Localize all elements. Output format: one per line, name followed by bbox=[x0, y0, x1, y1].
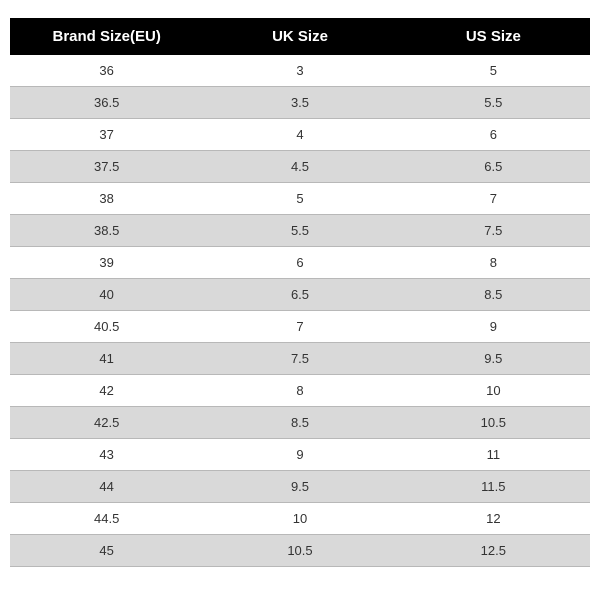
table-cell: 5.5 bbox=[397, 87, 590, 119]
table-cell: 38 bbox=[10, 183, 203, 215]
table-row: 3968 bbox=[10, 247, 590, 279]
table-cell: 6 bbox=[397, 119, 590, 151]
table-row: 3635 bbox=[10, 55, 590, 87]
table-cell: 8.5 bbox=[397, 279, 590, 311]
table-cell: 5 bbox=[203, 183, 396, 215]
table-row: 44.51012 bbox=[10, 503, 590, 535]
table-row: 449.511.5 bbox=[10, 471, 590, 503]
table-cell: 44 bbox=[10, 471, 203, 503]
table-row: 3746 bbox=[10, 119, 590, 151]
table-cell: 4 bbox=[203, 119, 396, 151]
table-cell: 36 bbox=[10, 55, 203, 87]
table-cell: 5.5 bbox=[203, 215, 396, 247]
table-cell: 9 bbox=[203, 439, 396, 471]
table-row: 36.53.55.5 bbox=[10, 87, 590, 119]
table-row: 417.59.5 bbox=[10, 343, 590, 375]
table-cell: 6.5 bbox=[397, 151, 590, 183]
table-cell: 10.5 bbox=[397, 407, 590, 439]
table-cell: 9.5 bbox=[203, 471, 396, 503]
table-cell: 42 bbox=[10, 375, 203, 407]
table-cell: 5 bbox=[397, 55, 590, 87]
table-cell: 45 bbox=[10, 535, 203, 567]
size-chart-table: Brand Size(EU) UK Size US Size 363536.53… bbox=[10, 18, 590, 567]
table-cell: 40.5 bbox=[10, 311, 203, 343]
table-row: 38.55.57.5 bbox=[10, 215, 590, 247]
table-row: 42810 bbox=[10, 375, 590, 407]
table-cell: 37.5 bbox=[10, 151, 203, 183]
table-cell: 37 bbox=[10, 119, 203, 151]
table-cell: 7.5 bbox=[397, 215, 590, 247]
col-header-eu: Brand Size(EU) bbox=[10, 18, 203, 55]
table-cell: 39 bbox=[10, 247, 203, 279]
table-cell: 10 bbox=[397, 375, 590, 407]
table-cell: 9.5 bbox=[397, 343, 590, 375]
table-row: 406.58.5 bbox=[10, 279, 590, 311]
table-cell: 6.5 bbox=[203, 279, 396, 311]
table-row: 4510.512.5 bbox=[10, 535, 590, 567]
table-row: 3857 bbox=[10, 183, 590, 215]
table-cell: 3.5 bbox=[203, 87, 396, 119]
header-row: Brand Size(EU) UK Size US Size bbox=[10, 18, 590, 55]
table-cell: 7 bbox=[397, 183, 590, 215]
table-cell: 3 bbox=[203, 55, 396, 87]
table-cell: 11 bbox=[397, 439, 590, 471]
table-row: 43911 bbox=[10, 439, 590, 471]
table-cell: 12.5 bbox=[397, 535, 590, 567]
table-cell: 10 bbox=[203, 503, 396, 535]
table-cell: 10.5 bbox=[203, 535, 396, 567]
table-cell: 7.5 bbox=[203, 343, 396, 375]
col-header-us: US Size bbox=[397, 18, 590, 55]
table-row: 40.579 bbox=[10, 311, 590, 343]
table-cell: 8.5 bbox=[203, 407, 396, 439]
table-cell: 36.5 bbox=[10, 87, 203, 119]
table-cell: 9 bbox=[397, 311, 590, 343]
table-cell: 42.5 bbox=[10, 407, 203, 439]
table-cell: 38.5 bbox=[10, 215, 203, 247]
table-cell: 11.5 bbox=[397, 471, 590, 503]
table-cell: 44.5 bbox=[10, 503, 203, 535]
table-cell: 8 bbox=[397, 247, 590, 279]
table-cell: 41 bbox=[10, 343, 203, 375]
table-cell: 40 bbox=[10, 279, 203, 311]
table-cell: 12 bbox=[397, 503, 590, 535]
table-cell: 43 bbox=[10, 439, 203, 471]
table-cell: 7 bbox=[203, 311, 396, 343]
table-row: 42.58.510.5 bbox=[10, 407, 590, 439]
table-body: 363536.53.55.5374637.54.56.5385738.55.57… bbox=[10, 55, 590, 567]
table-cell: 6 bbox=[203, 247, 396, 279]
table-row: 37.54.56.5 bbox=[10, 151, 590, 183]
table-cell: 8 bbox=[203, 375, 396, 407]
table-cell: 4.5 bbox=[203, 151, 396, 183]
col-header-uk: UK Size bbox=[203, 18, 396, 55]
